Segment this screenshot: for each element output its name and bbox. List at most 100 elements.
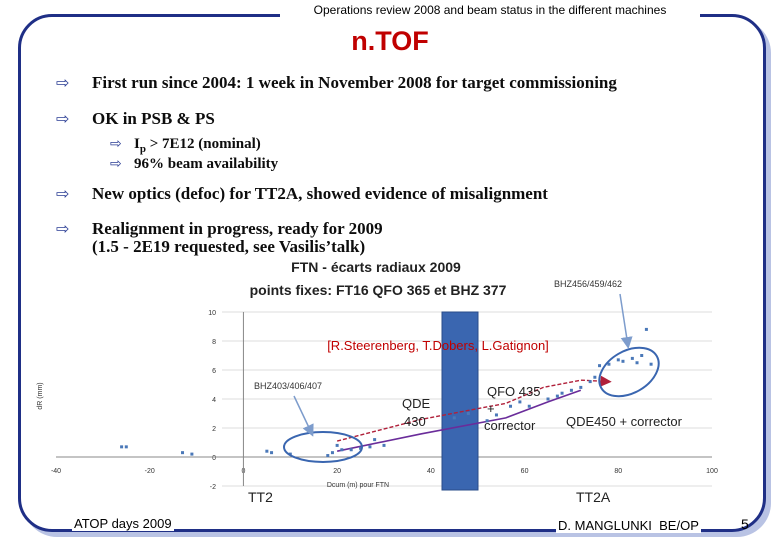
slide-title: n.TOF — [351, 26, 429, 56]
data-point — [509, 404, 513, 408]
highlight-ellipses — [283, 346, 660, 463]
x-tick-label: 60 — [521, 468, 529, 475]
x-tick-label: -20 — [145, 468, 155, 475]
data-point — [579, 385, 583, 389]
alignment-chart: FTN - écarts radiaux 2009 points fixes: … — [37, 259, 718, 505]
label-bhz403: BHZ403/406/407 — [254, 381, 322, 391]
data-point — [607, 362, 611, 366]
x-tick-label: -40 — [51, 468, 61, 475]
footer-event: ATOP days 2009 — [72, 516, 174, 531]
y-tick-label: -2 — [210, 484, 216, 491]
ellipse-right — [598, 346, 660, 398]
arrow-bullet-icon: ⇨ — [56, 73, 70, 92]
bullet-text: Realignment in progress, ready for 2009 — [92, 219, 383, 238]
arrow-bullet-icon: ⇨ — [110, 136, 122, 152]
data-point — [569, 388, 573, 392]
y-tick-label: 4 — [212, 397, 216, 404]
data-point — [640, 354, 644, 357]
data-point — [588, 380, 592, 384]
page-number: 5 — [741, 516, 749, 532]
data-point — [373, 438, 377, 442]
data-point — [466, 412, 470, 415]
data-point — [485, 419, 489, 423]
data-point — [368, 445, 372, 449]
sub-text: 96% beam availability — [134, 156, 279, 172]
data-point — [644, 327, 648, 331]
data-point — [382, 443, 386, 447]
data-point — [598, 364, 602, 368]
label-tt2a: TT2A — [576, 489, 611, 505]
chart-subtitle: points fixes: FT16 QFO 365 et BHZ 377 — [250, 282, 507, 298]
y-tick-label: 8 — [212, 339, 216, 346]
data-point — [494, 413, 498, 417]
red-fit-line — [336, 375, 612, 442]
bullet-first-run: ⇨ First run since 2004: 1 week in Novemb… — [56, 73, 617, 93]
data-point — [326, 454, 330, 458]
fit-lines — [336, 375, 612, 452]
bullet-text: First run since 2004: 1 week in November… — [92, 73, 617, 92]
data-point — [555, 394, 559, 398]
data-point — [190, 452, 194, 456]
arrow-bullet-icon: ⇨ — [110, 156, 122, 172]
data-point — [649, 362, 653, 366]
data-point — [621, 359, 625, 363]
slide-frame — [18, 14, 766, 532]
y-tick-label: 10 — [208, 310, 216, 317]
data-point — [340, 448, 344, 452]
data-point — [635, 361, 639, 365]
y-tick-label: 2 — [212, 426, 216, 433]
data-point — [452, 416, 456, 420]
data-point — [518, 400, 522, 404]
data-point — [265, 449, 269, 453]
data-points — [120, 327, 653, 458]
x-tick-label: 40 — [427, 468, 435, 475]
label-qfo435: QFO 435 — [487, 384, 540, 399]
data-point — [359, 446, 363, 450]
data-point — [349, 448, 353, 452]
bullet-realignment: ⇨ Realignment in progress, ready for 200… — [56, 219, 383, 256]
data-point — [593, 375, 597, 379]
label-qfo435-line2: + — [487, 401, 495, 416]
sub-text-pre: I — [134, 136, 140, 152]
data-point — [546, 397, 550, 401]
x-tick-label: 80 — [614, 468, 622, 475]
sub-bullet-availability: ⇨ 96% beam availability — [110, 156, 279, 173]
y-tick-label: 0 — [212, 455, 216, 462]
footer-author: D. MANGLUNKI BE/OP — [556, 518, 701, 533]
annotation-arrows — [293, 293, 633, 437]
data-point — [630, 356, 634, 360]
ellipse-left — [283, 431, 363, 463]
data-point — [120, 445, 124, 449]
data-point — [181, 451, 185, 455]
sub-bullet-intensity: ⇨ Ip > 7E12 (nominal) — [110, 136, 261, 155]
sub-text-post: > 7E12 (nominal) — [145, 136, 261, 152]
bullet-text: New optics (defoc) for TT2A, showed evid… — [92, 184, 548, 203]
data-point — [270, 451, 274, 455]
data-point — [560, 391, 564, 395]
bullet-new-optics: ⇨ New optics (defoc) for TT2A, showed ev… — [56, 184, 548, 204]
sub-text-subscript: p — [139, 143, 146, 155]
label-qfo435-line3: corrector — [484, 418, 536, 433]
label-bhz456: BHZ456/459/462 — [554, 279, 622, 289]
data-point — [124, 445, 128, 449]
arrow-bhz456 — [619, 293, 633, 349]
header-text: Operations review 2008 and beam status i… — [280, 2, 700, 18]
x-axis-label: Dcum (m) pour FTN — [327, 482, 389, 489]
arrow-bullet-icon: ⇨ — [56, 109, 70, 128]
data-point — [335, 443, 339, 447]
chart-title: FTN - écarts radiaux 2009 — [291, 259, 461, 275]
data-point — [527, 404, 531, 408]
label-tt2: TT2 — [248, 489, 273, 505]
arrow-bhz403 — [293, 395, 314, 437]
label-qde450: QDE450 + corrector — [566, 414, 683, 429]
arrow-bullet-icon: ⇨ — [56, 184, 70, 203]
arrow-bullet-icon: ⇨ — [56, 219, 70, 238]
bullet-text: OK in PSB & PS — [92, 109, 215, 128]
bullet-ok-psb-ps: ⇨ OK in PSB & PS — [56, 109, 215, 129]
bullet-text-line2: (1.5 - 2E19 requested, see Vasilis’talk) — [92, 237, 366, 256]
x-tick-label: 20 — [333, 468, 341, 475]
label-qde430: QDE — [402, 396, 431, 411]
y-axis-label: dR (mm) — [37, 382, 44, 409]
credits-text: [R.Steerenberg, T.Dobers, L.Gatignon] — [327, 338, 549, 353]
